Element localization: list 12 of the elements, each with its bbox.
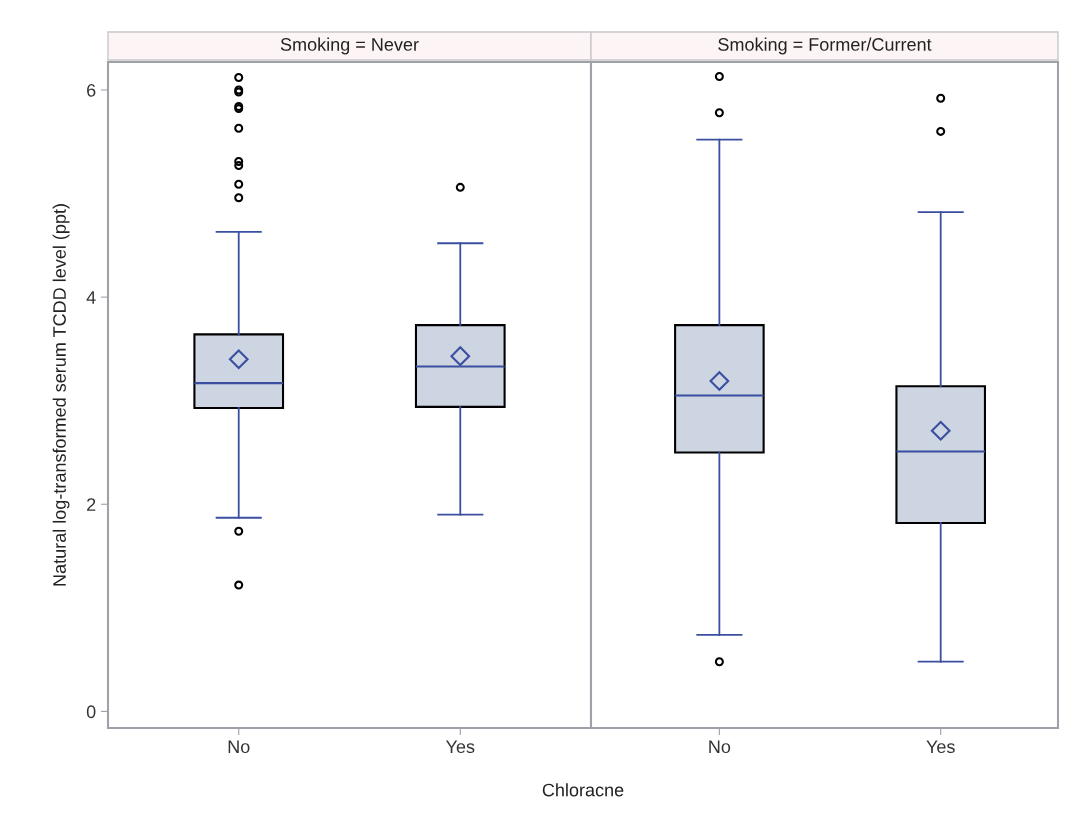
- y-tick-label: 4: [86, 291, 96, 304]
- x-tick-label: No: [709, 740, 731, 754]
- y-tick-label: 2: [87, 498, 96, 511]
- y-tick-label: 0: [86, 705, 96, 719]
- x-axis-title: Chloracne: [542, 783, 624, 797]
- y-axis-title: Natural log-transformed serum TCDD level (ppt): [52, 204, 70, 586]
- chart-title: Smoking = Never: [280, 37, 419, 55]
- y-tick-label: 6: [87, 83, 96, 97]
- chart-title: Smoking = Former/Current: [718, 37, 932, 55]
- x-tick-label: Yes: [445, 740, 475, 754]
- x-tick-label: No: [228, 740, 250, 754]
- x-tick-label: Yes: [926, 740, 955, 754]
